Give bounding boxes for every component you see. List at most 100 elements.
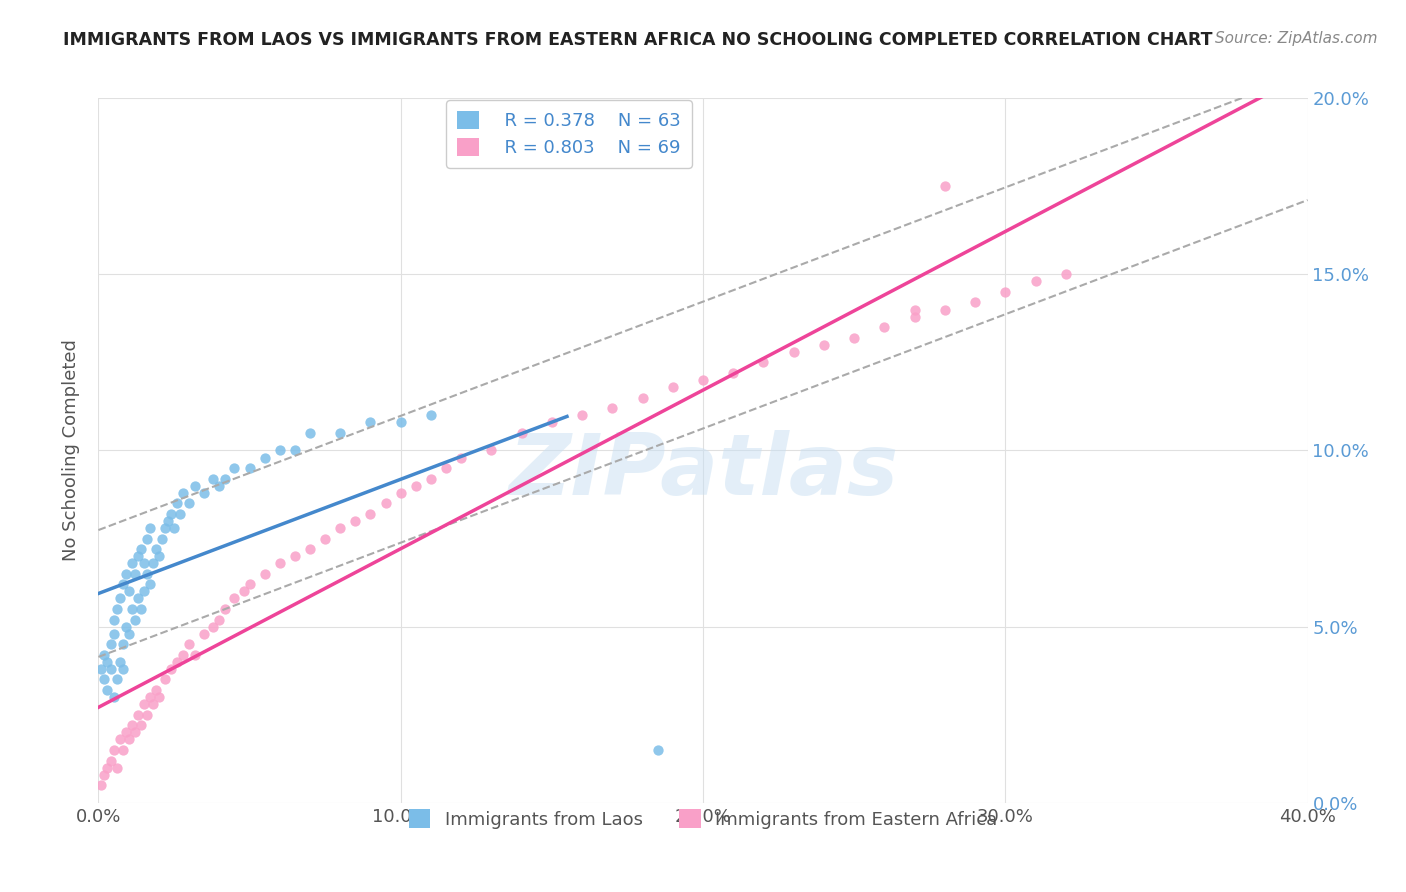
Point [105,673,128,687]
Point [139,690,162,705]
Point [239,577,262,591]
Point [132,584,155,599]
Point [172,648,194,662]
Point [1024,274,1046,288]
Point [96,760,118,774]
Point [129,542,152,557]
Point [148,549,170,564]
Point [202,472,225,486]
Point [873,320,896,334]
Point [1054,268,1077,282]
Point [153,673,176,687]
Point [139,521,162,535]
Point [208,613,231,627]
Point [90,662,112,676]
Point [434,461,457,475]
Point [103,690,125,705]
Text: ZIPatlas: ZIPatlas [508,430,898,513]
Point [132,697,155,711]
Point [118,626,141,640]
Point [253,450,276,465]
Point [184,648,207,662]
Point [284,549,307,564]
Point [420,472,443,486]
Point [284,443,307,458]
Point [360,415,382,429]
Point [269,556,291,570]
Point [111,577,134,591]
Point [108,732,131,747]
Point [103,626,125,640]
Point [129,602,152,616]
Point [631,391,654,405]
Point [224,591,246,606]
Text: Source: ZipAtlas.com: Source: ZipAtlas.com [1215,31,1378,46]
Point [111,743,134,757]
Point [752,355,775,369]
Point [389,485,412,500]
Point [329,425,352,440]
Point [135,532,157,546]
Point [540,415,562,429]
Point [510,425,533,440]
Point [118,732,141,747]
Y-axis label: No Schooling Completed: No Schooling Completed [62,340,80,561]
Point [93,648,115,662]
Point [127,591,149,606]
Point [602,401,624,416]
Point [160,662,183,676]
Point [389,415,412,429]
Point [150,532,173,546]
Point [299,542,322,557]
Point [114,619,136,633]
Point [329,521,352,535]
Point [994,285,1017,299]
Point [405,478,427,492]
Point [90,778,112,792]
Point [111,662,134,676]
Point [374,496,396,510]
Point [450,450,472,465]
Point [314,532,336,546]
Legend: Immigrants from Laos, Immigrants from Eastern Africa: Immigrants from Laos, Immigrants from Ea… [402,802,1004,836]
Point [124,566,146,581]
Point [172,485,194,500]
Point [208,478,231,492]
Point [163,521,186,535]
Point [127,549,149,564]
Point [114,566,136,581]
Point [179,496,201,510]
Point [103,743,125,757]
Point [214,602,236,616]
Point [93,673,115,687]
Point [193,626,215,640]
Point [135,566,157,581]
Point [103,613,125,627]
Point [179,637,201,651]
Point [96,683,118,698]
Point [121,602,143,616]
Point [118,584,141,599]
Point [108,655,131,669]
Point [108,591,131,606]
Point [571,408,593,422]
Point [142,556,165,570]
Point [132,556,155,570]
Point [904,302,927,317]
Point [145,542,167,557]
Point [224,461,246,475]
Point [360,507,382,521]
Point [232,584,254,599]
Point [420,408,443,422]
Point [647,743,669,757]
Point [239,461,262,475]
Point [139,577,162,591]
Point [723,366,745,380]
Point [129,718,152,732]
Point [481,443,503,458]
Point [114,725,136,739]
Point [100,754,122,768]
Point [93,767,115,781]
Point [269,443,291,458]
Point [844,331,866,345]
